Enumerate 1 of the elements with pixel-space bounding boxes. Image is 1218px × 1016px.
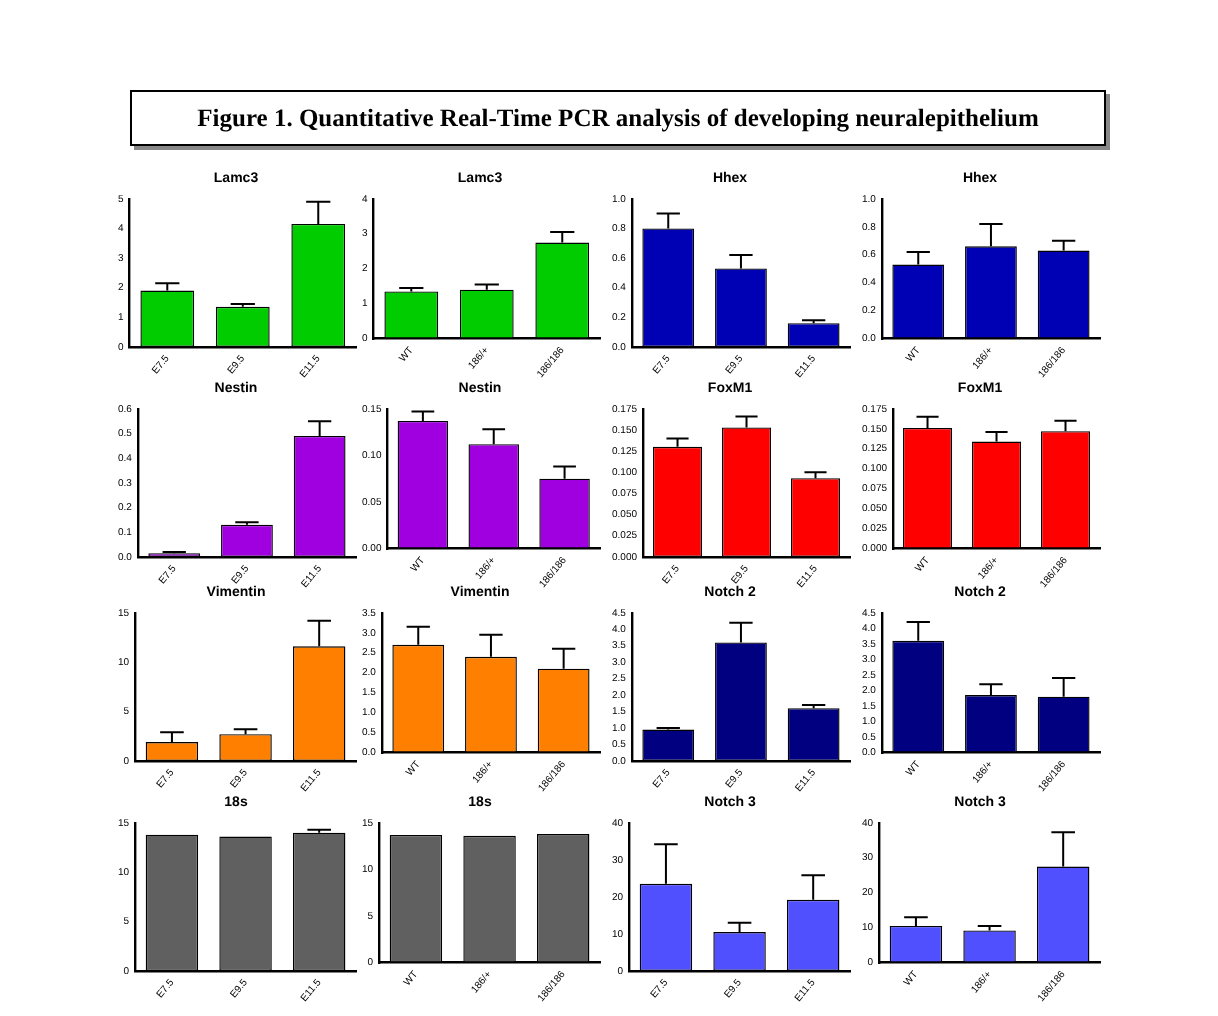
text: Figure 1. Quantitative Real-Time PCR analysis of developing neuralepithelium	[130, 90, 1106, 146]
